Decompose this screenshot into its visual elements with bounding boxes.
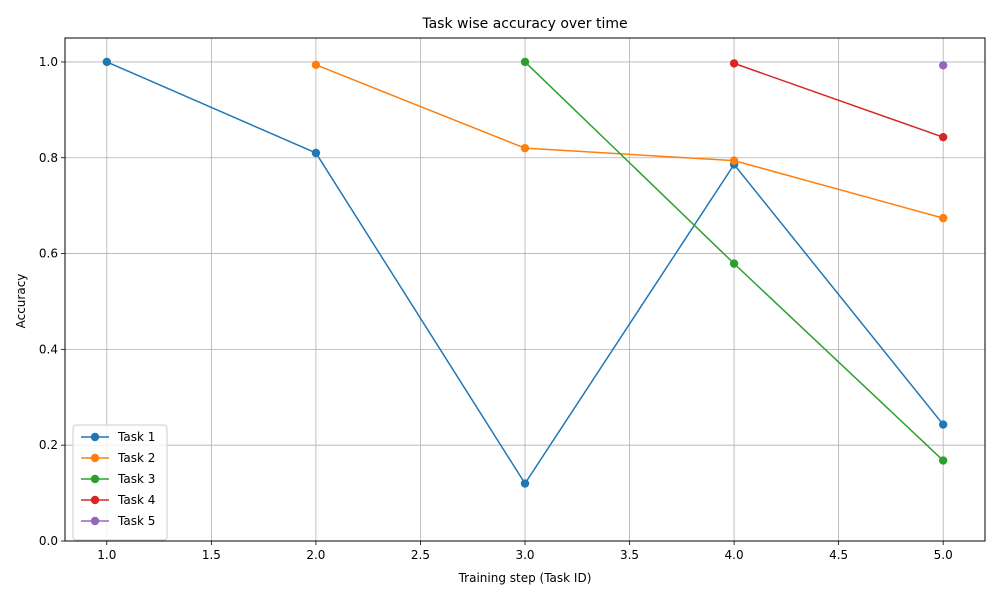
y-tick-label: 0.4: [39, 342, 58, 356]
x-tick-label: 4.0: [725, 548, 744, 562]
data-point: [311, 148, 321, 158]
data-point: [938, 420, 948, 429]
series-4: [729, 59, 948, 142]
legend-marker: [90, 516, 100, 526]
y-tick-label: 0.8: [39, 151, 58, 165]
legend-item: Task 2: [81, 451, 155, 465]
x-tick-label: 2.0: [306, 548, 325, 562]
series-group: [102, 57, 948, 488]
data-point: [729, 156, 739, 165]
data-point: [729, 259, 739, 268]
legend-box: [72, 424, 168, 541]
y-tick-label: 0.2: [39, 438, 58, 452]
data-point: [520, 57, 530, 67]
chart-title: Task wise accuracy over time: [421, 16, 627, 32]
x-tick-label: 4.5: [829, 548, 848, 562]
y-tick-label: 1.0: [39, 55, 58, 69]
data-point: [938, 61, 948, 70]
x-tick-label: 3.0: [515, 548, 534, 562]
y-axis-label: Accuracy: [14, 274, 28, 329]
x-tick-label: 2.5: [411, 548, 430, 562]
grid: [65, 38, 985, 542]
series-line: [315, 64, 944, 219]
legend-marker: [90, 474, 100, 484]
legend-label: Task 2: [117, 451, 155, 465]
legend-item: Task 1: [81, 430, 155, 444]
legend-marker: [90, 432, 100, 442]
data-point: [311, 60, 321, 70]
data-point: [938, 213, 948, 223]
legend-item: Task 3: [81, 472, 155, 486]
y-tick-label: 0.6: [39, 247, 58, 261]
legend-item: Task 5: [81, 514, 155, 528]
legend-item: Task 4: [81, 493, 155, 507]
data-point: [729, 59, 739, 68]
data-point: [938, 456, 948, 465]
data-point: [102, 57, 112, 67]
legend-label: Task 3: [117, 472, 155, 486]
legend-label: Task 4: [117, 493, 155, 507]
legend-label: Task 1: [117, 430, 155, 444]
series-line: [733, 62, 944, 138]
legend-marker: [90, 453, 100, 463]
x-tick-label: 1.0: [97, 548, 116, 562]
series-2: [311, 60, 948, 223]
x-tick-label: 5.0: [934, 548, 953, 562]
ticks: 1.0 1.5 2.0 2.5 3.0 3.5 4.0 4.5 5.0 0.0 0.2 0.4 0.6 0…: [39, 55, 953, 562]
x-tick-label: 1.5: [202, 548, 221, 562]
series-3: [520, 57, 948, 465]
data-point: [520, 143, 530, 153]
legend-marker: [90, 495, 100, 505]
series-5: [938, 61, 948, 70]
x-axis-label: Training step (Task ID): [458, 571, 592, 585]
data-point: [938, 132, 948, 142]
data-point: [520, 479, 530, 488]
x-tick-label: 3.5: [620, 548, 639, 562]
legend-label: Task 5: [117, 514, 155, 528]
legend: Task 1 Task 2 Task 3 Task 4 Task 5: [72, 424, 168, 541]
y-tick-label: 0.0: [39, 534, 58, 548]
